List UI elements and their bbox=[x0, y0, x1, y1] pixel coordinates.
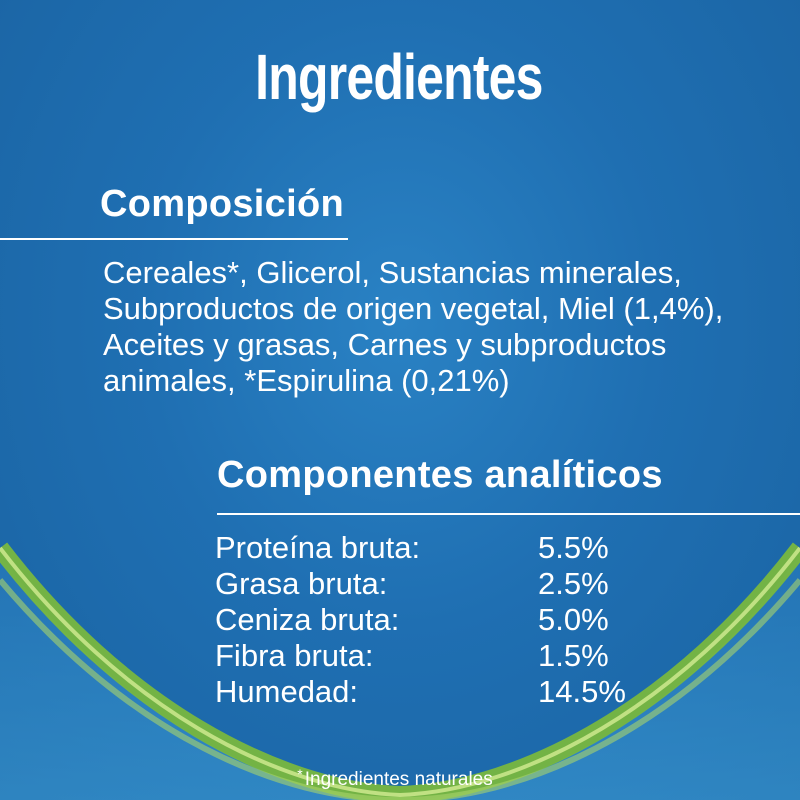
composition-line: Aceites y grasas, Carnes y subproductos bbox=[103, 327, 667, 362]
footnote: * Ingredientes naturales bbox=[0, 766, 790, 791]
analytical-label: Fibra bruta: bbox=[215, 638, 374, 673]
analytical-row: Proteína bruta: 5.5% bbox=[215, 530, 648, 566]
analytical-label: Proteína bruta: bbox=[215, 530, 421, 565]
composition-line: Subproductos de origen vegetal, Miel (1,… bbox=[103, 291, 724, 326]
analytical-value: 1.5% bbox=[538, 638, 609, 673]
analytical-label: Grasa bruta: bbox=[215, 566, 388, 601]
page-title: Ingredientes bbox=[255, 41, 543, 113]
composition-line: animales, *Espirulina (0,21%) bbox=[103, 363, 510, 398]
analytical-divider bbox=[217, 513, 800, 515]
analytical-value: 5.5% bbox=[538, 530, 609, 565]
composition-line: Cereales*, Glicerol, Sustancias minerale… bbox=[103, 255, 682, 290]
analytical-row: Fibra bruta: 1.5% bbox=[215, 638, 648, 674]
analytical-value: 14.5% bbox=[538, 674, 626, 709]
analytical-table: Proteína bruta: 5.5% Grasa bruta: 2.5% C… bbox=[215, 530, 648, 710]
analytical-label: Ceniza bruta: bbox=[215, 602, 400, 637]
analytical-row: Grasa bruta: 2.5% bbox=[215, 566, 648, 602]
analytical-row: Ceniza bruta: 5.0% bbox=[215, 602, 648, 638]
analytical-heading: Componentes analíticos bbox=[217, 454, 663, 496]
footnote-marker: * bbox=[297, 766, 303, 782]
composition-text: Cereales*, Glicerol, Sustancias minerale… bbox=[103, 255, 793, 399]
footnote-text: Ingredientes naturales bbox=[304, 769, 493, 790]
composition-divider bbox=[0, 238, 348, 240]
analytical-value: 2.5% bbox=[538, 566, 609, 601]
composition-heading: Composición bbox=[100, 183, 344, 225]
analytical-row: Humedad: 14.5% bbox=[215, 674, 648, 710]
analytical-label: Humedad: bbox=[215, 674, 359, 709]
analytical-value: 5.0% bbox=[538, 602, 609, 637]
